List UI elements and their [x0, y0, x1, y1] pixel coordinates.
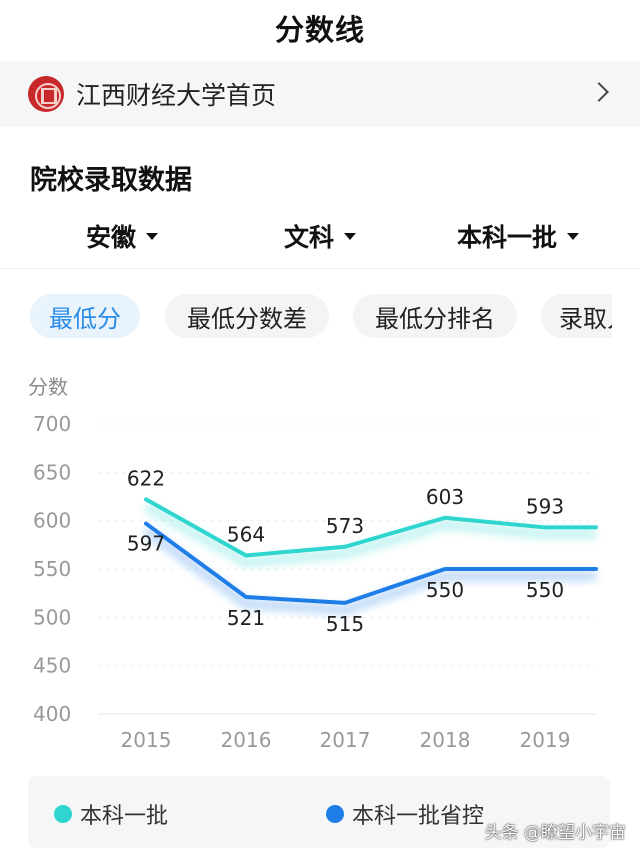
legend-swatch	[54, 805, 72, 823]
x-tick-label: 2016	[221, 728, 272, 752]
legend-label: 本科一批省控	[352, 804, 485, 829]
school-homepage-link[interactable]: 江西财经大学首页	[0, 61, 640, 127]
series-line-shadow	[143, 526, 596, 615]
y-tick-label: 550	[33, 557, 71, 581]
data-label: 550	[426, 578, 464, 602]
y-tick-label: 600	[33, 509, 71, 533]
data-label: 515	[326, 612, 364, 636]
divider	[0, 268, 640, 269]
y-tick-label: 450	[33, 654, 71, 678]
score-line-chart: 分数 700 650 600 550 500 450 400 2015 2016 2017 2018 2…	[28, 375, 598, 752]
tab-label: 最低分排名	[375, 304, 495, 333]
tab-min-score-diff[interactable]: 最低分数差	[165, 294, 329, 338]
y-tick-label: 500	[33, 605, 71, 629]
chart-legend: 本科一批 本科一批省控	[28, 776, 610, 848]
data-label: 593	[526, 494, 564, 518]
caret-down-icon	[567, 232, 580, 240]
x-tick-label: 2019	[520, 728, 571, 752]
series-line	[144, 521, 598, 605]
subject-filter[interactable]: 文科	[284, 218, 357, 254]
filter-bar: 安徽 文科 本科一批	[0, 212, 640, 268]
tab-label: 最低分	[49, 304, 121, 333]
university-seal-icon	[28, 76, 64, 112]
page-header: 分数线	[0, 0, 640, 56]
legend-swatch	[326, 805, 344, 823]
caret-down-icon	[146, 232, 159, 240]
data-label: 550	[526, 578, 564, 602]
subject-filter-label: 文科	[284, 223, 335, 252]
metric-tabs: 最低分 最低分数差 最低分排名 录取人数	[0, 294, 612, 340]
data-label: 622	[127, 466, 165, 490]
school-name: 江西财经大学首页	[76, 81, 277, 110]
watermark: 头条 @瞭望小宇宙	[484, 823, 626, 843]
y-tick-label: 700	[33, 412, 71, 436]
caret-down-icon	[344, 232, 357, 240]
tab-label: 最低分数差	[187, 304, 307, 333]
x-tick-label: 2018	[420, 728, 471, 752]
tab-admission-count[interactable]: 录取人数	[541, 294, 612, 338]
data-label: 521	[227, 606, 265, 630]
tab-min-score[interactable]: 最低分	[30, 294, 140, 338]
data-label: 603	[426, 485, 464, 509]
y-tick-label: 400	[33, 702, 71, 726]
section-title: 院校录取数据	[30, 165, 192, 196]
batch-filter[interactable]: 本科一批	[457, 218, 580, 254]
y-axis-title: 分数	[28, 375, 68, 399]
y-tick-label: 650	[33, 460, 71, 484]
x-tick-label: 2015	[121, 728, 172, 752]
series-line-shadow	[143, 502, 596, 568]
legend-label: 本科一批	[80, 804, 169, 829]
batch-filter-label: 本科一批	[457, 223, 558, 252]
province-filter-label: 安徽	[86, 223, 137, 252]
tab-min-score-rank[interactable]: 最低分排名	[353, 294, 517, 338]
tab-label: 录取人数	[559, 304, 612, 333]
data-label: 597	[127, 532, 165, 556]
legend-item-series2[interactable]: 本科一批省控	[326, 798, 484, 830]
series-line	[144, 497, 598, 558]
x-tick-label: 2017	[320, 728, 371, 752]
legend-item-series1[interactable]: 本科一批	[54, 798, 168, 830]
data-label: 564	[227, 522, 265, 546]
data-label: 573	[326, 514, 364, 538]
page-title: 分数线	[274, 13, 365, 47]
province-filter[interactable]: 安徽	[86, 218, 159, 254]
